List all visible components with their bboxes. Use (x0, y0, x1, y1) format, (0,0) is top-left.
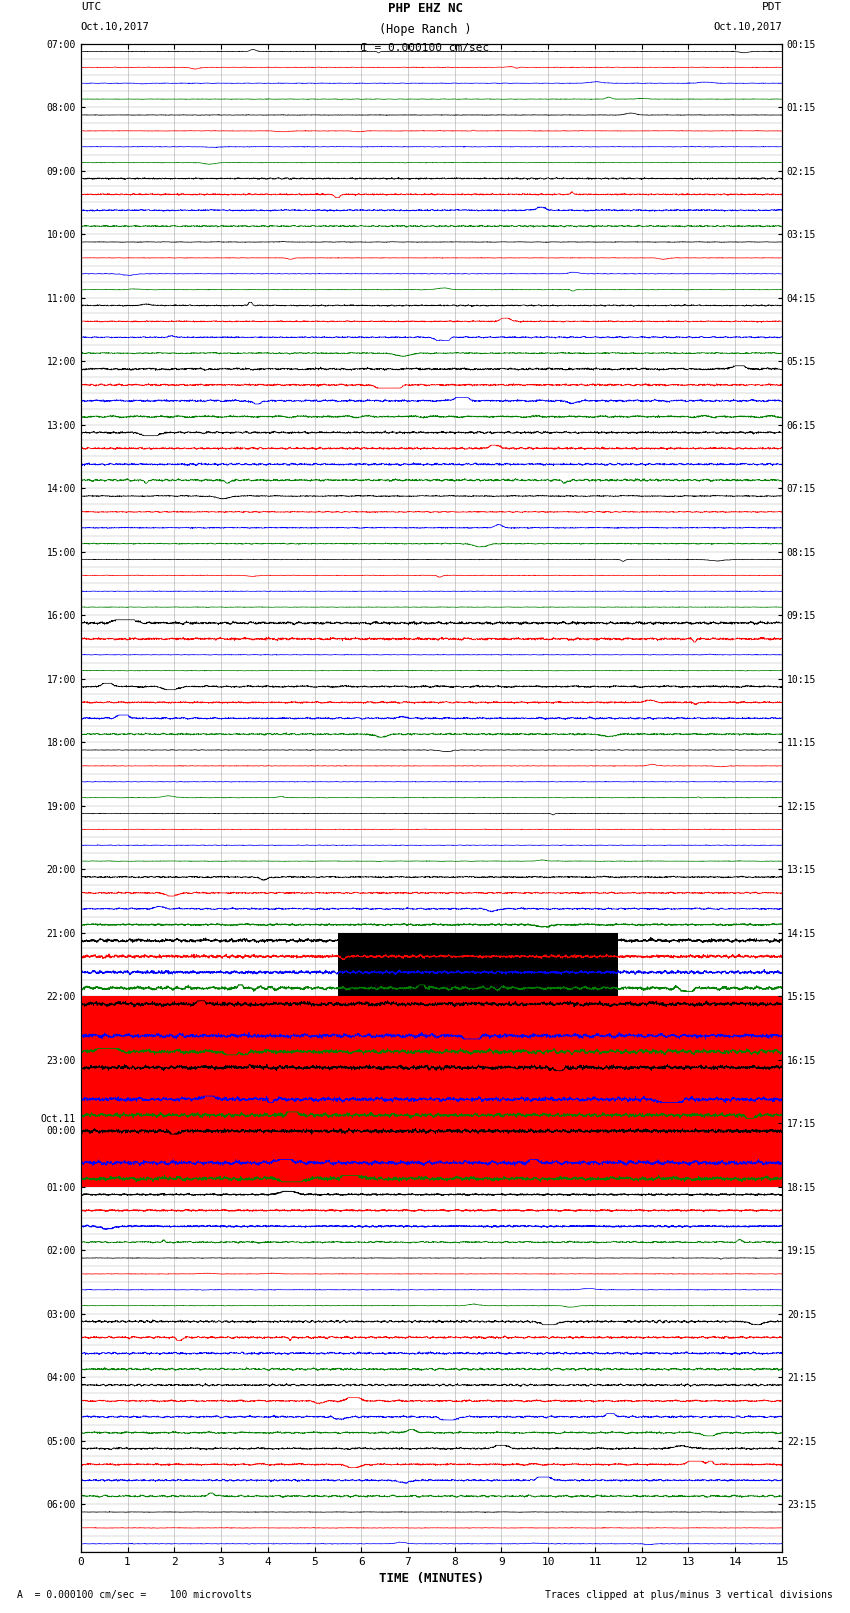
Text: PHP EHZ NC: PHP EHZ NC (388, 3, 462, 16)
Text: Oct.10,2017: Oct.10,2017 (713, 23, 782, 32)
Bar (81, 997, 782, 1187)
Text: A  = 0.000100 cm/sec =    100 microvolts: A = 0.000100 cm/sec = 100 microvolts (17, 1590, 252, 1600)
Text: PDT: PDT (762, 3, 782, 13)
Bar (337, 932, 618, 1060)
Text: Traces clipped at plus/minus 3 vertical divisions: Traces clipped at plus/minus 3 vertical … (545, 1590, 833, 1600)
Text: (Hope Ranch ): (Hope Ranch ) (379, 24, 471, 37)
Text: UTC: UTC (81, 3, 101, 13)
Text: Oct.10,2017: Oct.10,2017 (81, 23, 150, 32)
X-axis label: TIME (MINUTES): TIME (MINUTES) (379, 1573, 484, 1586)
Text: I = 0.000100 cm/sec: I = 0.000100 cm/sec (361, 44, 489, 53)
